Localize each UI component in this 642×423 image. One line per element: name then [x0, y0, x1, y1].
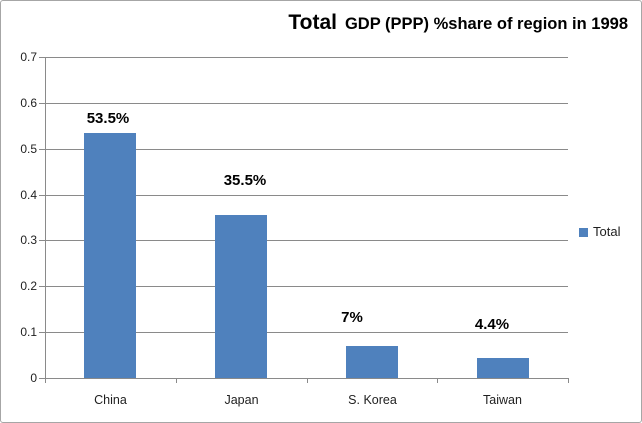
y-axis-tick — [39, 103, 45, 104]
legend-marker-total — [579, 227, 588, 237]
gridline — [45, 149, 568, 150]
gridline — [45, 103, 568, 104]
x-axis-tick — [307, 378, 308, 383]
x-axis-label-china: China — [94, 393, 127, 407]
chart-title-subtitle: GDP (PPP) %share of region in 1998 — [344, 15, 628, 33]
data-label-s-korea: 7% — [341, 309, 363, 326]
gridline — [45, 240, 568, 241]
y-axis-tick-label: 0.4 — [20, 188, 37, 202]
gridline — [45, 57, 568, 58]
y-axis-tick-label: 0 — [30, 371, 37, 385]
y-axis-tick — [39, 240, 45, 241]
data-label-china: 53.5% — [86, 110, 130, 127]
bar-s-korea — [346, 346, 398, 378]
y-axis-tick-label: 0.6 — [20, 96, 37, 110]
x-axis-label-s-korea: S. Korea — [348, 393, 397, 407]
y-axis-tick — [39, 332, 45, 333]
bar-china — [84, 133, 136, 378]
x-axis-label-taiwan: Taiwan — [483, 393, 522, 407]
y-axis-line — [45, 57, 46, 379]
bar-taiwan — [477, 358, 529, 378]
bar-japan — [215, 215, 267, 378]
data-label-japan: 35.5% — [223, 172, 267, 189]
chart-title-main: Total — [288, 11, 337, 34]
x-axis-tick — [437, 378, 438, 383]
y-axis-tick — [39, 378, 45, 379]
y-axis-tick — [39, 286, 45, 287]
x-axis-tick — [176, 378, 177, 383]
y-axis-tick-label: 0.5 — [20, 142, 37, 156]
data-label-taiwan: 4.4% — [474, 316, 510, 333]
x-axis-tick — [45, 378, 46, 383]
legend-label-total: Total — [593, 224, 621, 239]
y-axis-tick — [39, 57, 45, 58]
gridline — [45, 195, 568, 196]
x-axis-tick — [568, 378, 569, 383]
y-axis-tick-label: 0.7 — [20, 50, 37, 64]
y-axis-tick — [39, 149, 45, 150]
y-axis-tick-label: 0.2 — [20, 279, 37, 293]
gridline — [45, 286, 568, 287]
legend: Total — [579, 224, 620, 240]
gridline — [45, 332, 568, 333]
chart-title: Total GDP (PPP) %share of region in 1998 — [288, 9, 628, 39]
y-axis-tick — [39, 195, 45, 196]
x-axis-label-japan: Japan — [224, 393, 259, 407]
y-axis-tick-label: 0.1 — [20, 325, 37, 339]
y-axis-tick-label: 0.3 — [20, 233, 37, 247]
